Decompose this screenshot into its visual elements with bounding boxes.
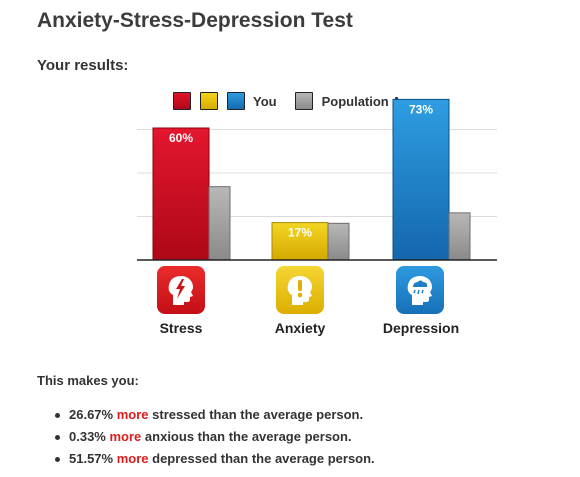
bar-you-anxiety [271,222,329,261]
chart-legend: You Population Average [173,90,443,112]
legend-swatch-population [294,92,313,110]
summary-text: anxious than the average person. [144,429,352,444]
list-item: 26.67% more stressed than the average pe… [55,404,375,426]
data-label-anxiety: 17% [288,226,312,240]
category-label-anxiety: Anxiety [274,320,326,336]
legend-swatch-anxiety [200,92,218,110]
summary-value: 26.67% [69,407,114,422]
bar-you-depression [392,98,450,261]
summary-value: 0.33% [69,429,106,444]
legend-label-population: Population Average [321,93,443,109]
bar-population-depression [448,212,471,261]
page-title: Anxiety-Stress-Depression Test [37,9,353,32]
category-label-stress: Stress [159,320,203,336]
stress-head-icon [157,266,205,314]
anxiety-head-icon [276,266,324,314]
bar-population-stress [208,186,231,261]
data-label-stress: 60% [169,131,193,145]
summary-text: stressed than the average person. [152,407,364,422]
legend-label-you: You [253,93,277,109]
summary-keyword: more [116,407,149,422]
results-subtitle: Your results: [37,57,129,74]
summary-list: 26.67% more stressed than the average pe… [55,404,375,470]
summary-keyword: more [109,429,142,444]
bar-population-anxiety [327,222,350,261]
depression-head-icon [396,266,444,314]
summary-value: 51.57% [69,451,114,466]
summary-text: depressed than the average person. [152,451,375,466]
list-item: 51.57% more depressed than the average p… [55,448,375,470]
legend-swatch-stress [173,92,191,110]
legend-swatch-depression [227,92,245,110]
summary-keyword: more [116,451,149,466]
bar-you-stress [152,127,210,261]
list-item: 0.33% more anxious than the average pers… [55,426,375,448]
category-label-depression: Depression [382,320,460,336]
summary-intro: This makes you: [37,373,139,388]
